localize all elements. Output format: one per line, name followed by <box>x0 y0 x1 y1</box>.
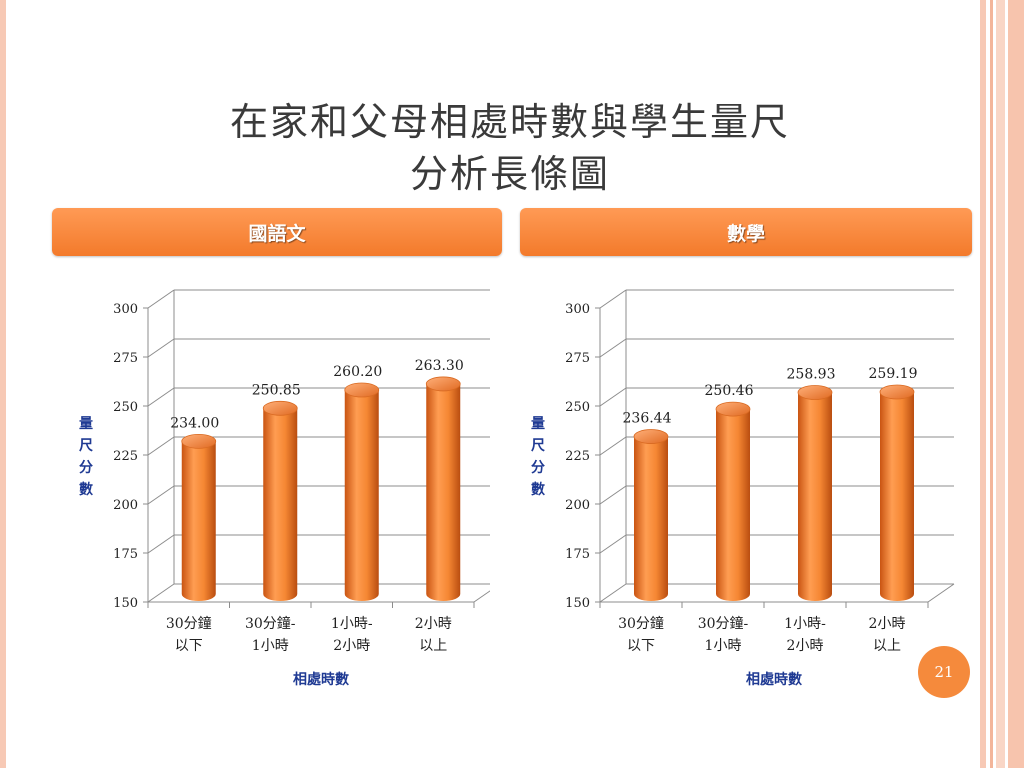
page-number-badge: 21 <box>918 646 970 698</box>
y-tick-label: 275 <box>565 351 590 366</box>
left-frame-stripe <box>0 0 6 768</box>
x-category-label: 30分鐘- <box>698 615 749 632</box>
bar-top <box>715 401 751 417</box>
x-category-label: 以上 <box>873 638 901 654</box>
slide-title-line-1: 在家和父母相處時數與學生量尺 <box>229 100 790 144</box>
grid-diagonal <box>147 289 175 309</box>
x-category-label: 1小時 <box>705 638 742 654</box>
x-category-label: 以上 <box>419 638 447 654</box>
grid-diagonal <box>147 485 175 505</box>
y-tick-label: 175 <box>113 547 138 562</box>
data-label: 258.93 <box>787 366 836 382</box>
math-chart-header: 數學 <box>520 208 972 256</box>
data-label: 250.85 <box>252 382 301 398</box>
right-frame-stripes <box>980 0 1024 768</box>
x-category-label: 1小時- <box>784 616 826 632</box>
bar-top <box>797 385 833 400</box>
y-tick-label: 150 <box>113 596 138 611</box>
bar <box>344 390 379 601</box>
y-tick-label: 225 <box>113 449 138 464</box>
x-category-label: 以下 <box>627 638 655 654</box>
y-tick-label: 275 <box>113 351 138 366</box>
x-category-label: 30分鐘- <box>245 615 296 632</box>
floor-edge <box>927 583 955 603</box>
x-category-label: 2小時 <box>869 616 906 632</box>
slide-title-line-2: 分析長條圖 <box>409 152 610 196</box>
bar-top <box>425 376 461 392</box>
floor-edge <box>473 590 490 603</box>
x-category-label: 1小時- <box>331 616 373 632</box>
bar-top <box>633 429 669 444</box>
bar <box>716 409 750 601</box>
grid-diagonal <box>147 436 175 456</box>
x-category-label: 2小時 <box>415 616 452 632</box>
bar <box>634 436 668 601</box>
y-tick-label: 200 <box>113 498 138 513</box>
bar-top <box>262 400 298 416</box>
x-category-label: 30分鐘 <box>166 615 212 632</box>
y-tick-label: 200 <box>565 498 590 513</box>
bar <box>880 391 914 601</box>
y-axis-title-char: 尺 <box>531 438 545 454</box>
grid-diagonal <box>599 387 627 407</box>
y-axis-title-char: 數 <box>79 481 93 498</box>
y-tick-label: 300 <box>565 302 590 317</box>
y-tick-label: 150 <box>565 596 590 611</box>
y-tick-label: 250 <box>113 400 138 415</box>
x-category-label: 1小時 <box>252 638 289 654</box>
y-axis-title-char: 量 <box>79 416 93 432</box>
data-label: 250.46 <box>705 383 754 399</box>
x-axis-title: 相處時數 <box>746 671 802 688</box>
x-category-label: 30分鐘 <box>618 615 664 632</box>
grid-diagonal <box>147 338 175 358</box>
y-tick-label: 300 <box>113 302 138 317</box>
x-category-label: 2小時 <box>787 638 824 654</box>
y-axis-title-char: 數 <box>531 481 545 498</box>
slide-title: 在家和父母相處時數與學生量尺 分析長條圖 <box>100 96 920 200</box>
grid-diagonal <box>147 583 175 603</box>
y-axis-title-char: 分 <box>531 460 545 476</box>
y-axis-title-char: 量 <box>531 416 545 432</box>
data-label: 236.44 <box>623 411 672 427</box>
grid-diagonal <box>599 485 627 505</box>
grid-diagonal <box>147 387 175 407</box>
data-label: 260.20 <box>333 364 382 380</box>
bar-top <box>181 433 217 449</box>
y-tick-label: 175 <box>565 547 590 562</box>
y-tick-label: 250 <box>565 400 590 415</box>
bar-top <box>879 384 915 400</box>
x-category-label: 以下 <box>175 638 203 654</box>
data-label: 259.19 <box>869 366 918 382</box>
bar-top <box>344 382 380 398</box>
grid-diagonal <box>599 338 627 358</box>
bar <box>263 408 298 601</box>
y-axis-title-char: 尺 <box>79 438 93 454</box>
x-category-label: 2小時 <box>333 638 370 654</box>
bar <box>798 392 832 601</box>
grid-diagonal <box>599 436 627 456</box>
y-tick-label: 225 <box>565 449 590 464</box>
x-axis-title: 相處時數 <box>293 671 349 688</box>
bar <box>181 441 216 601</box>
data-label: 234.00 <box>170 415 219 431</box>
y-axis-title-char: 分 <box>79 460 93 476</box>
data-label: 263.30 <box>415 358 464 374</box>
grid-diagonal <box>147 534 175 554</box>
grid-diagonal <box>599 534 627 554</box>
grid-diagonal <box>599 583 627 603</box>
grid-diagonal <box>599 289 627 309</box>
chinese-chart-header: 國語文 <box>52 208 502 256</box>
bar <box>426 383 461 601</box>
